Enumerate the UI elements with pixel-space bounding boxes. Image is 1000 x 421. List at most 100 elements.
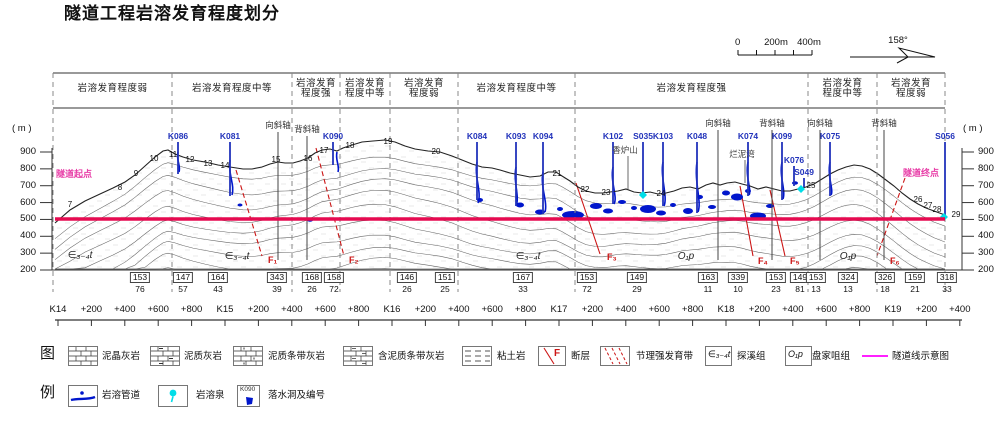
scale-200m-label: 200m: [764, 37, 788, 48]
terrain-point-number: 7: [67, 200, 73, 209]
fault-label: F₃: [607, 252, 617, 262]
km-tick-label: +200: [915, 304, 938, 315]
brick-dash-legend-icon: [150, 346, 180, 371]
fault-symbol-letter: F: [554, 348, 561, 359]
km-tick-label: +400: [114, 304, 136, 315]
geo-unit-label: O₁p: [677, 251, 695, 262]
dip-angle-value: 26: [307, 284, 317, 294]
dip-angle-value: 76: [135, 284, 145, 294]
elev-tick-label-left: 800: [20, 162, 36, 174]
km-tick-label: +200: [247, 304, 270, 315]
km-tick-label: +200: [80, 304, 103, 315]
brick-mixed-legend-icon: [343, 346, 373, 371]
terrain-point-number: 19: [383, 137, 393, 146]
fault-label: F₆: [890, 256, 900, 266]
terrain-point-number: 27: [923, 201, 933, 210]
karst-zone-label: 岩溶发育程度弱: [77, 83, 148, 94]
dip-angle-value: 43: [213, 284, 223, 294]
karst-zone-label: 岩溶发育 程度强: [295, 78, 337, 99]
dip-strike-value: 163: [697, 272, 719, 283]
place-name-label: 烂泥湾: [729, 149, 755, 159]
terrain-point-number: 8: [117, 183, 123, 192]
legend-item-label: 隧道线示意图: [892, 351, 950, 362]
terrain-point-number: 21: [552, 169, 562, 178]
km-tick-label: +400: [949, 304, 971, 315]
dip-angle-value: 81: [795, 284, 805, 294]
karst-zone-label: 岩溶发育程度中等: [191, 83, 273, 94]
left-axis-unit: ( m ): [12, 123, 32, 134]
terrain-point-number: 20: [431, 147, 441, 156]
dip-angle-value: 72: [329, 284, 339, 294]
brick-band-legend-icon: [233, 346, 263, 371]
dip-strike-value: 158: [323, 272, 345, 283]
borehole-label: K084: [466, 131, 488, 141]
km-tick-label: +600: [648, 304, 670, 315]
legend-heading-char-2: 例: [40, 384, 56, 401]
scale-400m-label: 400m: [797, 37, 821, 48]
fold-axis-label: 背斜轴: [871, 118, 897, 128]
dip-strike-value: 153: [765, 272, 787, 283]
dip-strike-value: 343: [266, 272, 288, 283]
dip-angle-value: 29: [632, 284, 642, 294]
dip-angle-value: 26: [402, 284, 412, 294]
km-tick-label: +400: [615, 304, 637, 315]
legend-item-label: 泥晶灰岩: [102, 351, 141, 362]
legend-heading-char-1: 图: [40, 345, 56, 362]
rock-mass-group: [53, 140, 945, 270]
borehole-label: K103: [652, 131, 674, 141]
borehole-label: S056: [935, 131, 955, 141]
km-tick-label: +800: [347, 304, 370, 315]
elev-tick-label-right: 500: [978, 213, 994, 225]
km-tick-label: K14: [49, 304, 67, 315]
borehole-label: S049: [794, 167, 814, 177]
elev-tick-label-right: 800: [978, 162, 994, 174]
borehole-label: K048: [686, 131, 708, 141]
dip-angle-value: 33: [518, 284, 528, 294]
km-tick-label: K15: [216, 304, 234, 315]
conduit-legend-icon: [68, 385, 98, 412]
terrain-point-number: 11: [168, 150, 178, 159]
fold-axis-label: 向斜轴: [265, 120, 291, 130]
formation-code: O₁p: [788, 349, 803, 359]
km-tick-label: +800: [848, 304, 871, 315]
dip-strike-value: 167: [512, 272, 534, 283]
fault-label: F₂: [349, 255, 359, 265]
fault-label: F₄: [758, 256, 768, 266]
place-name-label: 香炉山: [612, 145, 638, 155]
page-title: 隧道工程岩溶发育程度划分: [64, 4, 280, 23]
compass-bearing-label: 158°: [888, 35, 908, 46]
tunnel-line-legend-icon: [862, 346, 888, 371]
dip-strike-value: 147: [172, 272, 194, 283]
elev-tick-label-right: 700: [978, 179, 994, 191]
right-axis-unit: ( m ): [963, 123, 983, 134]
dip-angle-value: 23: [771, 284, 781, 294]
km-tick-label: +600: [815, 304, 837, 315]
dip-angle-value: 18: [880, 284, 890, 294]
dip-angle-value: 39: [272, 284, 282, 294]
borehole-label: K099: [771, 131, 793, 141]
km-tick-label: +200: [414, 304, 437, 315]
fault-label: F₅: [790, 256, 800, 266]
legend-item-label: 泥质灰岩: [184, 351, 223, 362]
elev-tick-label-left: 200: [20, 263, 36, 275]
elev-tick-label-left: 400: [20, 230, 36, 242]
elev-tick-label-right: 900: [978, 146, 994, 157]
km-tick-label: +600: [481, 304, 503, 315]
karst-zone-label: 岩溶发育 程度弱: [403, 78, 445, 99]
dip-strike-value: 318: [936, 272, 958, 283]
code-legend-icon: [705, 346, 732, 371]
terrain-point-number: 15: [271, 155, 281, 164]
km-tick-label: K18: [717, 304, 735, 315]
borehole-label: K076: [783, 155, 805, 165]
borehole-label: K090: [322, 131, 344, 141]
dip-angle-value: 13: [843, 284, 853, 294]
borehole-label: K094: [532, 131, 554, 141]
terrain-point-number: 28: [932, 205, 942, 214]
fold-axis-label: 向斜轴: [807, 118, 833, 128]
elev-tick-label-left: 500: [20, 213, 36, 225]
borehole-label: K086: [167, 131, 189, 141]
terrain-point-number: 12: [185, 155, 195, 164]
formation-code: ∈₃₋₄t: [708, 349, 731, 359]
code-legend-icon: [785, 346, 812, 371]
